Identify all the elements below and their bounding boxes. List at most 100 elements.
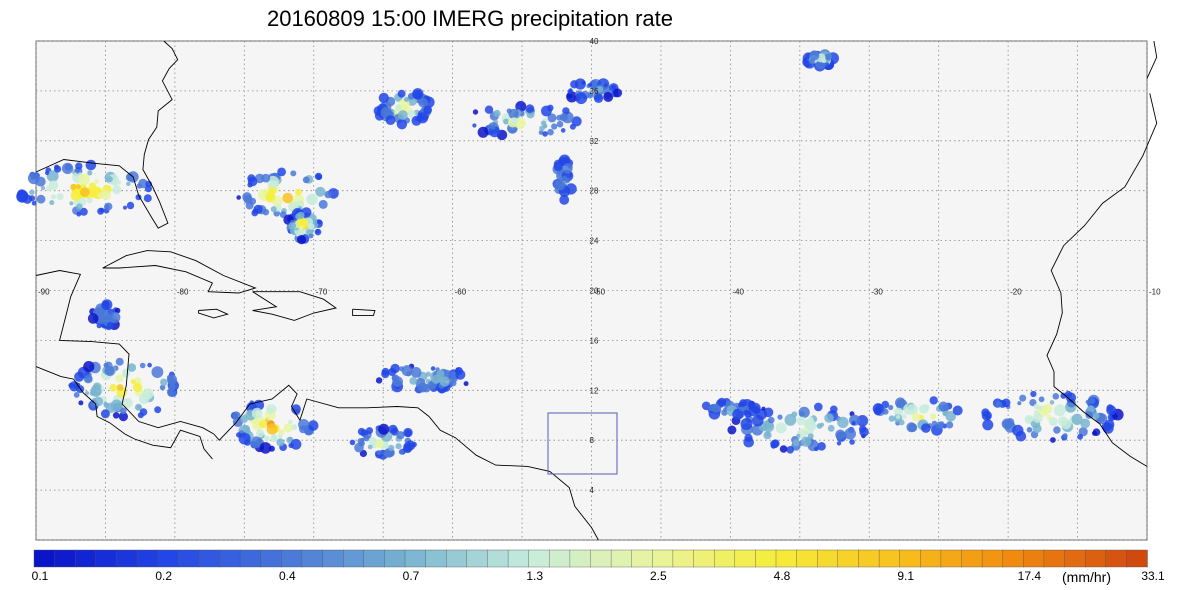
- colorbar-swatch: [219, 549, 241, 568]
- precip-cell: [1054, 404, 1066, 417]
- precip-cell: [566, 91, 578, 103]
- precip-cell: [830, 405, 838, 414]
- colorbar-swatch: [734, 549, 757, 568]
- colorbar-swatch: [796, 549, 818, 568]
- precip-cell: [779, 445, 788, 453]
- precip-cell: [126, 201, 135, 210]
- precip-cell: [768, 416, 775, 424]
- precip-cell: [151, 366, 164, 378]
- precip-cell: [744, 433, 753, 442]
- precip-cell: [543, 123, 548, 128]
- coastline: [213, 384, 599, 541]
- precip-cell: [1017, 401, 1022, 406]
- precip-cell: [396, 431, 405, 440]
- precip-cell: [88, 182, 96, 190]
- precip-cell: [1033, 403, 1040, 410]
- precip-cell: [1050, 437, 1056, 443]
- lat-tick-label: 16: [590, 336, 599, 345]
- precip-cell: [493, 109, 501, 118]
- precip-cell: [100, 189, 111, 200]
- precip-cell: [477, 126, 489, 138]
- precip-cell: [1071, 413, 1083, 425]
- precip-cell: [277, 167, 286, 177]
- precip-cell: [771, 439, 780, 448]
- colorbar-swatch: [363, 549, 386, 568]
- coastline: [198, 308, 229, 319]
- precip-cell: [1092, 430, 1097, 436]
- lon-tick-label: -30: [871, 288, 883, 297]
- precip-cell: [786, 446, 794, 454]
- precip-cell: [114, 307, 121, 314]
- precip-cell: [809, 50, 820, 61]
- colorbar-swatch: [54, 549, 76, 568]
- precip-cell: [104, 204, 110, 210]
- precip-cell: [872, 403, 884, 415]
- precip-cell: [357, 438, 364, 445]
- colorbar-swatch: [1002, 549, 1025, 568]
- colorbar-tick-label: 0.7: [402, 569, 420, 583]
- colorbar-swatch: [157, 549, 179, 568]
- precip-cell: [929, 396, 938, 405]
- precip-cell: [430, 366, 436, 371]
- precip-cell: [104, 365, 115, 376]
- colorbar-swatch: [281, 549, 303, 568]
- precip-cell: [103, 362, 109, 368]
- precip-cell: [390, 363, 400, 374]
- precip-cell: [253, 204, 263, 214]
- precip-cell: [837, 416, 849, 429]
- precip-cell: [560, 128, 566, 133]
- lat-tick-label: 20: [590, 287, 599, 296]
- precip-cell: [243, 194, 253, 204]
- lat-tick-label: 28: [590, 187, 599, 196]
- colorbar-swatch: [198, 549, 221, 568]
- precip-cell: [817, 442, 826, 451]
- precip-cell: [1038, 396, 1045, 403]
- precip-cell: [596, 85, 604, 93]
- precip-cell: [800, 436, 812, 447]
- precip-cell: [1085, 411, 1093, 419]
- precip-cell: [923, 404, 930, 411]
- precip-cell: [808, 416, 814, 422]
- colorbar-swatch: [116, 549, 138, 568]
- precip-cell: [288, 222, 297, 230]
- colorbar-swatch: [755, 549, 777, 568]
- precip-cell: [76, 211, 82, 217]
- colorbar-units: (mm/hr): [1062, 569, 1111, 585]
- precip-cell: [556, 114, 563, 121]
- precip-cell: [739, 406, 744, 411]
- precip-cell: [271, 434, 277, 440]
- precip-cell: [931, 420, 938, 426]
- precip-cell: [1052, 393, 1060, 400]
- precip-cell: [378, 92, 389, 103]
- precip-cell: [946, 421, 954, 429]
- precip-cell: [106, 176, 113, 183]
- lat-tick-label: 40: [590, 37, 599, 46]
- precip-cell: [743, 410, 749, 416]
- precip-cell: [366, 427, 373, 435]
- lat-tick-label: 12: [590, 386, 599, 395]
- precip-cell: [1046, 414, 1052, 420]
- precip-cell: [1019, 394, 1027, 402]
- precip-cell: [90, 386, 102, 397]
- precip-cell: [982, 419, 994, 431]
- latitude-labels: 4 8 12 16 20 24 28 32 36 40: [590, 37, 599, 495]
- coastline: [102, 250, 257, 294]
- precip-cell: [306, 193, 318, 206]
- precip-cell: [995, 401, 1002, 408]
- colorbar-swatch: [384, 549, 406, 568]
- precip-cell: [136, 404, 142, 410]
- colorbar-swatch: [1043, 549, 1066, 568]
- lon-tick-label: -50: [594, 288, 606, 297]
- colorbar-swatch: [425, 549, 447, 568]
- precip-cell: [381, 367, 390, 376]
- precip-cell: [929, 413, 936, 420]
- precip-cell: [397, 89, 406, 98]
- precip-cell: [78, 400, 84, 406]
- precip-cell: [93, 396, 104, 407]
- precip-cell: [290, 170, 297, 177]
- precip-cell: [1012, 424, 1024, 437]
- precip-cell: [159, 384, 166, 391]
- precip-cell: [299, 225, 304, 230]
- precip-cell: [278, 429, 285, 436]
- precip-cell: [554, 179, 566, 191]
